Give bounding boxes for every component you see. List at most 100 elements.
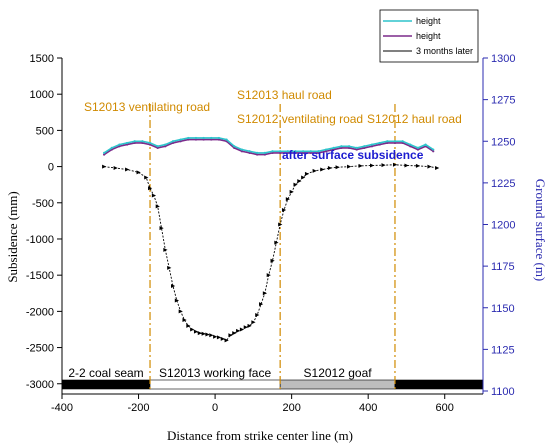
point-height-purple-11 [187, 138, 190, 141]
point-subsidence-21 [209, 333, 214, 338]
y-tick-label-7: -2000 [26, 306, 54, 318]
point-height-purple-14 [210, 138, 213, 141]
x-tick-label-0: -400 [51, 402, 73, 414]
point-height-purple-36 [378, 143, 381, 146]
point-subsidence-39 [278, 222, 283, 227]
point-height-cyan-31 [340, 145, 343, 148]
point-height-cyan-30 [332, 146, 335, 150]
point-height-cyan-24 [286, 150, 289, 153]
point-height-cyan-39 [401, 140, 404, 143]
bar-segment-3 [394, 379, 484, 390]
point-subsidence-26 [228, 333, 233, 338]
y-tick-label-1: 1000 [30, 89, 54, 101]
point-subsidence-1 [113, 166, 118, 171]
bar-label-2: S12012 goaf [304, 366, 373, 380]
point-height-purple-12 [194, 138, 198, 141]
point-subsidence-24 [220, 336, 225, 341]
point-height-purple-23 [279, 151, 282, 155]
point-subsidence-45 [301, 175, 306, 180]
bar-segment-2 [279, 379, 396, 390]
point-height-purple-17 [233, 146, 236, 150]
point-subsidence-33 [255, 312, 260, 317]
point-subsidence-22 [213, 334, 218, 339]
y-tick-label-4: -500 [32, 198, 54, 210]
point-height-cyan-18 [240, 148, 243, 151]
point-height-cyan-4 [133, 140, 136, 143]
y-tick-label-3: 0 [48, 162, 54, 174]
point-height-cyan-14 [210, 136, 213, 140]
point-height-cyan-34 [363, 145, 366, 148]
point-subsidence-20 [205, 332, 210, 337]
point-subsidence-41 [285, 197, 291, 202]
point-subsidence-34 [259, 302, 264, 307]
point-subsidence-54 [381, 163, 386, 168]
point-height-purple-7 [156, 146, 159, 150]
bar-label-1: S12013 working face [159, 366, 271, 380]
annotation-s12013-ventilating: S12013 ventilating road [84, 100, 210, 114]
point-height-purple-19 [248, 151, 251, 155]
point-height-cyan-33 [355, 146, 358, 150]
annotation-s12012-haul: S12012 haul road [367, 112, 462, 126]
y2-tick-label-5: 1175 [491, 261, 515, 273]
point-subsidence-25 [224, 338, 229, 343]
bar-label-0: 2-2 coal seam [68, 366, 143, 380]
point-subsidence-18 [197, 331, 202, 336]
point-subsidence-13 [178, 309, 183, 314]
y-tick-label-9: -3000 [26, 379, 54, 391]
y2-tick-label-6: 1150 [491, 303, 515, 315]
point-height-cyan-16 [225, 138, 228, 141]
point-height-cyan-22 [271, 150, 274, 153]
point-height-purple-21 [263, 153, 266, 156]
point-height-purple-8 [164, 145, 167, 148]
point-height-purple-33 [355, 148, 358, 151]
point-subsidence-59 [435, 166, 440, 171]
point-subsidence-10 [167, 265, 172, 270]
point-height-purple-4 [133, 141, 136, 145]
y-axis-label: Subsidence (mm) [5, 191, 20, 282]
point-height-cyan-42 [424, 143, 427, 146]
point-subsidence-23 [216, 335, 222, 340]
point-subsidence-47 [312, 168, 317, 173]
point-height-cyan-5 [141, 140, 144, 143]
point-height-cyan-3 [125, 141, 129, 145]
point-height-purple-5 [141, 141, 144, 145]
point-subsidence-14 [182, 318, 187, 323]
point-height-purple-20 [256, 153, 259, 156]
point-subsidence-53 [370, 163, 375, 168]
y2-tick-label-4: 1200 [491, 220, 515, 232]
legend-label-1: height [416, 31, 441, 41]
annotation-s12013-haul: S12013 haul road [237, 88, 332, 102]
y2-tick-label-3: 1225 [491, 178, 515, 190]
point-height-purple-35 [370, 145, 374, 148]
point-subsidence-27 [232, 331, 237, 336]
point-height-purple-0 [103, 153, 106, 156]
point-subsidence-56 [404, 163, 409, 168]
point-subsidence-49 [327, 166, 333, 171]
x-tick-label-5: 600 [436, 402, 454, 414]
y2-tick-label-7: 1125 [491, 344, 515, 356]
series-line-subsidence [104, 164, 438, 341]
point-subsidence-17 [193, 329, 199, 334]
y-tick-label-5: -1000 [26, 234, 54, 246]
point-subsidence-4 [144, 175, 149, 180]
point-subsidence-2 [125, 167, 130, 172]
point-subsidence-51 [347, 164, 352, 169]
point-height-cyan-23 [279, 150, 282, 153]
point-subsidence-6 [151, 193, 157, 198]
point-subsidence-32 [251, 320, 256, 325]
annotation-after-subsidence: after surface subsidence [282, 148, 424, 162]
point-height-cyan-12 [194, 136, 198, 140]
coal-seam-bar: 2-2 coal seam S12013 working face S12012 g… [61, 366, 484, 390]
x-tick-label-2: 0 [212, 402, 218, 414]
series-line-height-cyan [103, 137, 434, 154]
axes: -400 -200 0 200 400 600150010005000-500-1000-… [26, 53, 516, 414]
point-subsidence-55 [392, 162, 398, 167]
point-subsidence-36 [266, 273, 271, 278]
x-tick-label-1: -200 [128, 402, 150, 414]
point-height-purple-31 [340, 146, 343, 150]
y-tick-label-2: 500 [36, 125, 54, 137]
x-axis-label: Distance from strike center line (m) [167, 428, 353, 443]
point-subsidence-0 [102, 164, 107, 169]
point-height-purple-26 [302, 151, 305, 155]
point-subsidence-50 [335, 165, 340, 170]
